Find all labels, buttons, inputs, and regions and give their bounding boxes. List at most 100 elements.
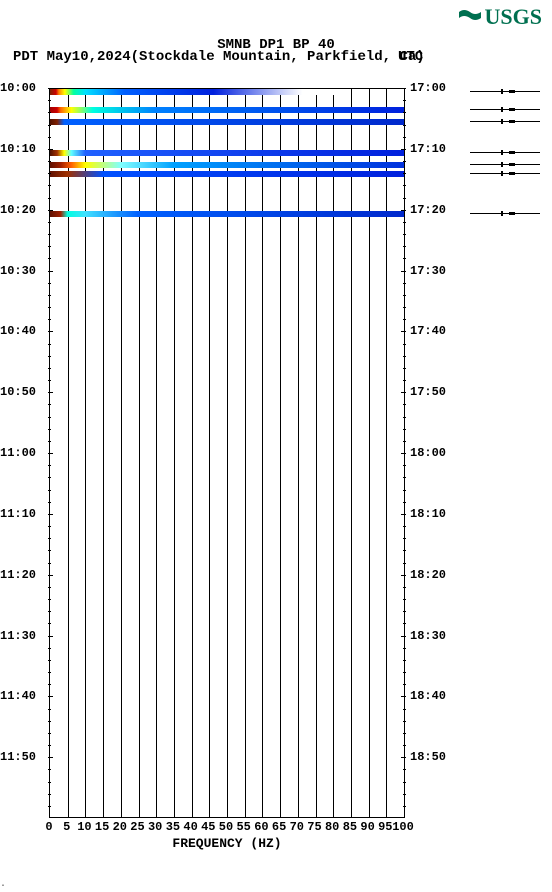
y-tick-right: 18:10 [410,507,446,521]
tick-mark [48,453,53,454]
y-tick-left: 11:00 [0,446,36,460]
mini-event-marker [501,107,503,112]
minor-tick [48,490,51,491]
minor-tick [403,234,406,235]
usgs-logo-text: USGS [485,4,542,30]
x-tick-label: 0 [45,820,52,834]
tick-mark [401,453,406,454]
gridline [245,89,246,817]
minor-tick [48,198,51,199]
minor-tick [403,538,406,539]
minor-tick [403,526,406,527]
minor-tick [48,660,51,661]
minor-tick [48,319,51,320]
y-tick-left: 11:30 [0,629,36,643]
minor-tick [48,429,51,430]
mini-seismogram [470,164,540,165]
x-tick-label: 15 [95,820,109,834]
utc-label: UTC [398,49,423,65]
x-tick-label: 35 [166,820,180,834]
mini-event-marker [501,171,503,176]
tick-mark [48,696,53,697]
chart-title-2: PDT May10,2024(Stockdale Mountain, Parkf… [13,49,425,65]
y-tick-left: 11:10 [0,507,36,521]
mini-event-marker [501,150,503,155]
x-tick-label: 25 [130,820,144,834]
x-tick-label: 70 [290,820,304,834]
tick-mark [48,757,53,758]
minor-tick [403,222,406,223]
minor-tick [403,185,406,186]
minor-tick [48,745,51,746]
y-tick-left: 10:00 [0,81,36,95]
mini-event-marker [501,211,503,216]
minor-tick [403,161,406,162]
minor-tick [48,709,51,710]
x-tick-label: 5 [63,820,70,834]
mini-event-marker [501,119,503,124]
minor-tick [403,307,406,308]
minor-tick [48,125,51,126]
x-tick-label: 40 [183,820,197,834]
minor-tick [48,502,51,503]
minor-tick [403,550,406,551]
minor-tick [48,782,51,783]
minor-tick [48,684,51,685]
spectrogram-trace [50,162,404,168]
tick-mark [401,149,406,150]
x-tick-label: 45 [201,820,215,834]
gridline [103,89,104,817]
minor-tick [48,417,51,418]
minor-tick [48,258,51,259]
minor-tick [403,100,406,101]
minor-tick [48,380,51,381]
gridline [298,89,299,817]
x-tick-label: 85 [343,820,357,834]
x-tick-label: 50 [219,820,233,834]
minor-tick [403,137,406,138]
minor-tick [48,307,51,308]
minor-tick [48,295,51,296]
minor-tick [48,404,51,405]
gridline [85,89,86,817]
gridline [351,89,352,817]
tick-mark [401,88,406,89]
spectrogram-trace [50,89,347,95]
spectrogram-trace [50,171,404,177]
mini-event-marker [501,162,503,167]
x-tick-label: 55 [236,820,250,834]
minor-tick [403,599,406,600]
minor-tick [48,477,51,478]
tick-mark [48,210,53,211]
minor-tick [403,477,406,478]
minor-tick [48,672,51,673]
tick-mark [401,636,406,637]
minor-tick [48,769,51,770]
y-tick-left: 10:20 [0,203,36,217]
mini-event-marker [509,163,515,166]
y-tick-right: 17:20 [410,203,446,217]
gridline [174,89,175,817]
minor-tick [48,611,51,612]
tick-mark [401,210,406,211]
minor-tick [403,295,406,296]
y-tick-left: 11:40 [0,689,36,703]
gridline [209,89,210,817]
gridline [139,89,140,817]
tick-mark [48,636,53,637]
minor-tick [48,599,51,600]
minor-tick [48,137,51,138]
tick-mark [401,696,406,697]
minor-tick [48,185,51,186]
minor-tick [403,404,406,405]
minor-tick [48,733,51,734]
minor-tick [48,234,51,235]
minor-tick [403,198,406,199]
y-tick-right: 18:30 [410,629,446,643]
minor-tick [48,441,51,442]
minor-tick [48,563,51,564]
x-tick-label: 65 [272,820,286,834]
tick-mark [48,392,53,393]
gridline [280,89,281,817]
usgs-logo: USGS [459,4,542,30]
